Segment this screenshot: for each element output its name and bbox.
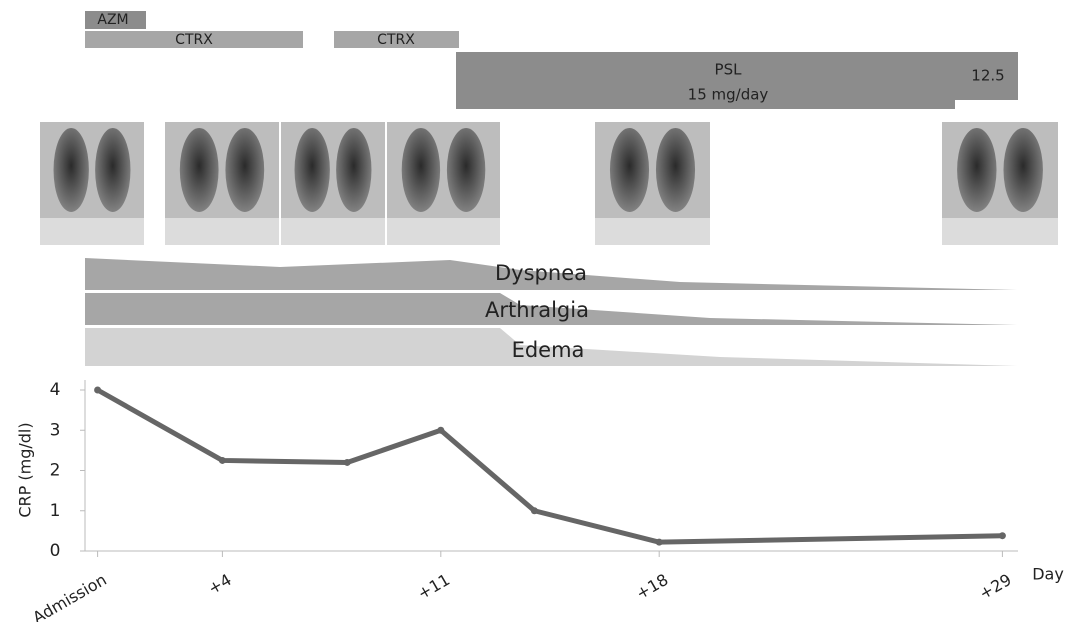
x-axis-label: Day xyxy=(1032,565,1064,584)
lung xyxy=(957,128,996,212)
treatment-label: CTRX xyxy=(175,32,213,48)
treatment-label: PSL xyxy=(715,61,743,79)
lung xyxy=(610,128,649,212)
abdomen xyxy=(942,218,1058,245)
crp-point xyxy=(531,507,538,514)
y-axis-label: CRP (mg/dl) xyxy=(16,422,35,517)
lung xyxy=(95,128,130,212)
crp-point xyxy=(344,459,351,466)
lung xyxy=(656,128,695,212)
abdomen xyxy=(165,218,279,245)
symptom-label: Edema xyxy=(512,338,585,362)
treatment-label: AZM xyxy=(97,12,128,28)
crp-point xyxy=(219,457,226,464)
abdomen xyxy=(281,218,385,245)
crp-point xyxy=(94,387,101,394)
symptom-label: Arthralgia xyxy=(485,298,589,322)
abdomen xyxy=(40,218,144,245)
lung xyxy=(402,128,440,212)
y-tick-label: 2 xyxy=(50,461,61,481)
lung xyxy=(295,128,330,212)
lung xyxy=(336,128,371,212)
abdomen xyxy=(387,218,500,245)
y-tick-label: 0 xyxy=(50,541,61,561)
abdomen xyxy=(595,218,710,245)
crp-line xyxy=(98,390,1003,542)
treatment-label: 15 mg/day xyxy=(688,86,769,104)
treatment-label: 12.5 xyxy=(971,67,1004,85)
xray-images xyxy=(40,122,1058,245)
treatment-label: CTRX xyxy=(377,32,415,48)
lung xyxy=(447,128,485,212)
x-tick-label: +4 xyxy=(205,570,235,598)
crp-point xyxy=(437,427,444,434)
crp-point xyxy=(656,539,663,546)
lung xyxy=(180,128,219,212)
lung xyxy=(54,128,89,212)
symptom-label: Dyspnea xyxy=(495,261,587,285)
y-tick-label: 1 xyxy=(50,501,61,521)
x-tick-label: +11 xyxy=(414,570,453,603)
crp-point xyxy=(999,532,1006,539)
figure: AZM CTRX CTRX PSL 15 mg/day 12.5 Dyspnea… xyxy=(0,0,1067,622)
lung xyxy=(1003,128,1042,212)
lung xyxy=(225,128,264,212)
x-tick-label: +29 xyxy=(976,570,1015,603)
x-tick-label: Admission xyxy=(29,570,109,622)
x-tick-label: +18 xyxy=(633,570,672,603)
y-tick-label: 4 xyxy=(50,380,61,400)
y-tick-label: 3 xyxy=(50,420,61,440)
